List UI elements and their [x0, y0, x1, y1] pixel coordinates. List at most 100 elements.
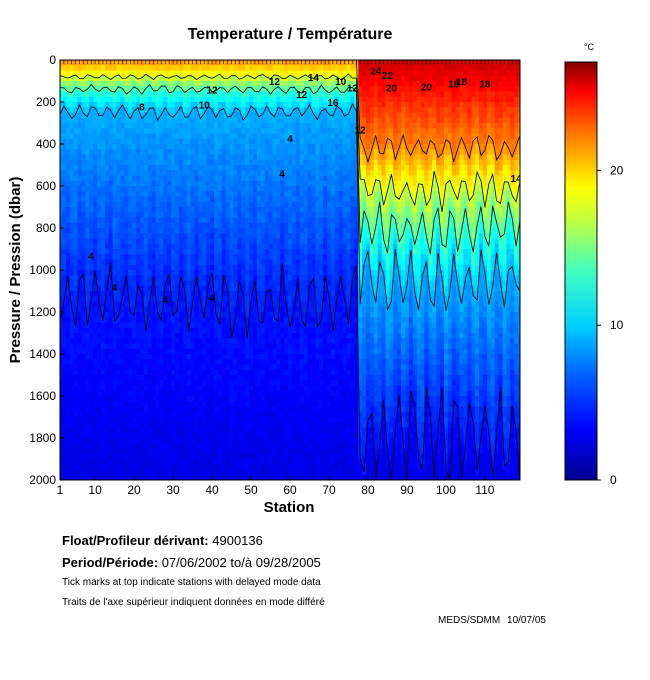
- heatmap-cell: [112, 70, 118, 77]
- heatmap-cell: [104, 270, 110, 276]
- heatmap-cell: [175, 254, 180, 261]
- heatmap-cell: [77, 469, 83, 476]
- heatmap-cell: [167, 422, 172, 429]
- heatmap-cell: [268, 196, 274, 203]
- heatmap-cell: [241, 448, 246, 455]
- heatmap-cell: [97, 144, 102, 150]
- heatmap-cell: [194, 70, 199, 77]
- heatmap-cell: [159, 301, 164, 308]
- heatmap-cell: [214, 364, 219, 371]
- heatmap-cell: [136, 291, 141, 297]
- heatmap-cell: [151, 422, 157, 429]
- heatmap-cell: [120, 254, 125, 261]
- heatmap-cell: [112, 207, 118, 213]
- heatmap-cell: [85, 75, 90, 82]
- heatmap-cell: [73, 427, 79, 434]
- heatmap-cell: [73, 301, 79, 308]
- heatmap-cell: [124, 191, 129, 198]
- heatmap-cell: [85, 380, 90, 387]
- heatmap-cell: [260, 186, 266, 192]
- heatmap-cell: [198, 343, 203, 350]
- heatmap-cell: [89, 233, 94, 240]
- heatmap-cell: [210, 233, 215, 240]
- heatmap-cell: [104, 375, 110, 381]
- heatmap-cell: [69, 165, 75, 171]
- heatmap-cell: [217, 170, 223, 177]
- heatmap-cell: [112, 238, 118, 245]
- heatmap-cell: [276, 375, 281, 381]
- heatmap-cell: [85, 259, 90, 266]
- heatmap-cell: [112, 243, 118, 250]
- heatmap-cell: [233, 243, 238, 250]
- heatmap-cell: [186, 217, 192, 224]
- heatmap-cell: [210, 354, 215, 360]
- heatmap-cell: [100, 159, 106, 166]
- heatmap-cell: [77, 327, 83, 334]
- heatmap-cell: [73, 243, 79, 250]
- heatmap-cell: [264, 117, 270, 124]
- heatmap-cell: [147, 65, 153, 72]
- heatmap-cell: [77, 81, 83, 87]
- heatmap-cell: [256, 411, 262, 418]
- heatmap-cell: [214, 411, 219, 418]
- heatmap-cell: [77, 359, 83, 366]
- heatmap-cell: [116, 270, 122, 276]
- heatmap-cell: [97, 254, 102, 261]
- heatmap-cell: [77, 180, 83, 187]
- heatmap-cell: [97, 359, 102, 366]
- heatmap-cell: [77, 474, 83, 480]
- heatmap-cell: [210, 369, 215, 376]
- heatmap-cell: [280, 469, 285, 476]
- heatmap-cell: [132, 338, 137, 345]
- heatmap-cell: [167, 333, 172, 339]
- heatmap-cell: [73, 170, 79, 177]
- heatmap-cell: [163, 170, 168, 177]
- heatmap-cell: [221, 354, 227, 360]
- heatmap-cell: [85, 285, 90, 292]
- heatmap-cell: [229, 144, 235, 150]
- heatmap-cell: [299, 238, 305, 245]
- heatmap-cell: [264, 359, 270, 366]
- heatmap-cell: [245, 306, 250, 313]
- heatmap-cell: [120, 338, 125, 345]
- heatmap-cell: [214, 212, 219, 219]
- heatmap-cell: [143, 459, 149, 465]
- heatmap-cell: [61, 443, 67, 450]
- heatmap-cell: [77, 233, 83, 240]
- heatmap-cell: [217, 422, 223, 429]
- heatmap-cell: [214, 359, 219, 366]
- heatmap-cell: [93, 333, 98, 339]
- heatmap-cell: [272, 453, 277, 460]
- heatmap-cell: [264, 228, 270, 234]
- heatmap-cell: [194, 96, 199, 103]
- heatmap-cell: [100, 65, 106, 72]
- heatmap-cell: [60, 306, 63, 313]
- heatmap-cell: [147, 453, 153, 460]
- heatmap-cell: [61, 212, 67, 219]
- heatmap-cell: [256, 327, 262, 334]
- heatmap-cell: [89, 70, 94, 77]
- heatmap-cell: [108, 86, 114, 93]
- heatmap-cell: [217, 133, 223, 140]
- heatmap-cell: [202, 196, 207, 203]
- heatmap-cell: [89, 154, 94, 161]
- heatmap-cell: [252, 396, 258, 402]
- heatmap-cell: [198, 91, 203, 98]
- heatmap-cell: [214, 443, 219, 450]
- heatmap-cell: [202, 469, 207, 476]
- heatmap-cell: [284, 459, 289, 465]
- heatmap-cell: [225, 212, 231, 219]
- heatmap-cell: [225, 385, 231, 392]
- heatmap-cell: [97, 375, 102, 381]
- heatmap-cell: [214, 285, 219, 292]
- heatmap-cell: [147, 364, 153, 371]
- heatmap-cell: [147, 291, 153, 297]
- heatmap-cell: [81, 228, 86, 234]
- heatmap-cell: [136, 180, 141, 187]
- heatmap-cell: [132, 333, 137, 339]
- heatmap-cell: [85, 222, 90, 229]
- heatmap-cell: [143, 322, 149, 329]
- heatmap-cell: [217, 186, 223, 192]
- heatmap-cell: [100, 201, 106, 208]
- heatmap-cell: [120, 322, 125, 329]
